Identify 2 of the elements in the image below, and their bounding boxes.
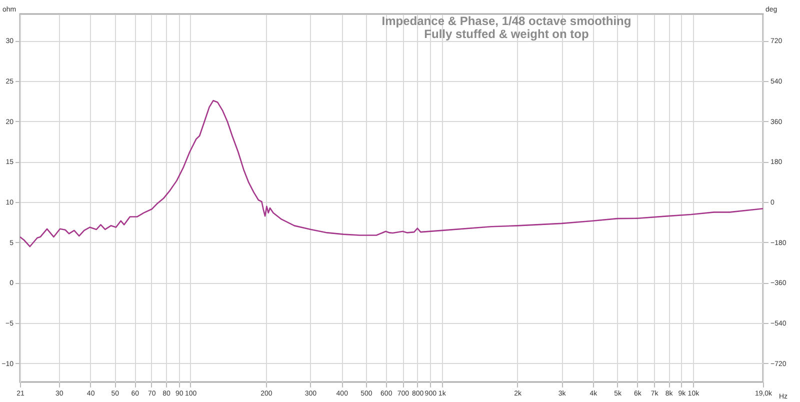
chart-title: Impedance & Phase, 1/48 octave smoothing [382,14,632,28]
text: Fully stuffed & weight on top [424,27,589,41]
